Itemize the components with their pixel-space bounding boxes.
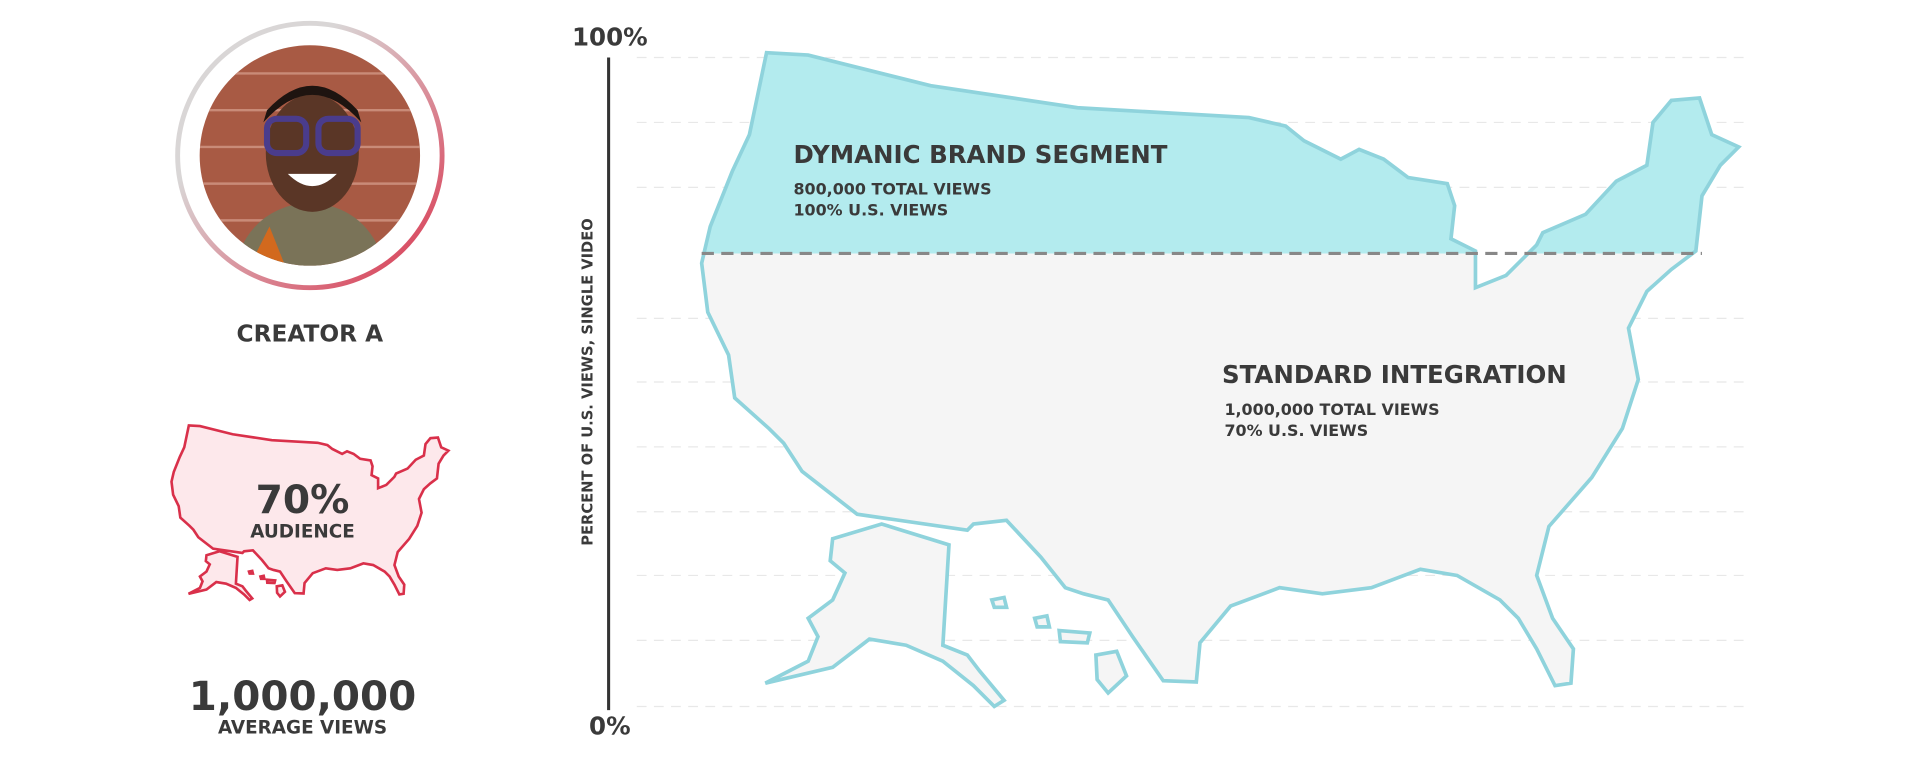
segment-share: 100% U.S. VIEWS (793, 200, 948, 219)
creator-name: CREATOR A (237, 321, 384, 348)
views-value: 1,000,000 (189, 672, 416, 720)
segment-total: 800,000 TOTAL VIEWS (793, 180, 991, 199)
segment-total: 1,000,000 TOTAL VIEWS (1224, 400, 1439, 419)
audience-value: 70% (256, 478, 350, 523)
axis-label: PERCENT OF U.S. VIEWS, SINGLE VIDEO (580, 218, 597, 546)
segment-title: STANDARD INTEGRATION (1222, 360, 1567, 389)
views-label: AVERAGE VIEWS (218, 717, 387, 738)
audience-label: AUDIENCE (250, 521, 355, 542)
axis-bottom: 0% (589, 712, 631, 741)
avatar-ring (175, 20, 445, 291)
axis-top: 100% (572, 22, 648, 51)
segment-title: DYMANIC BRAND SEGMENT (793, 140, 1167, 169)
segment-share: 70% U.S. VIEWS (1224, 421, 1368, 440)
avatar-photo (199, 45, 421, 266)
